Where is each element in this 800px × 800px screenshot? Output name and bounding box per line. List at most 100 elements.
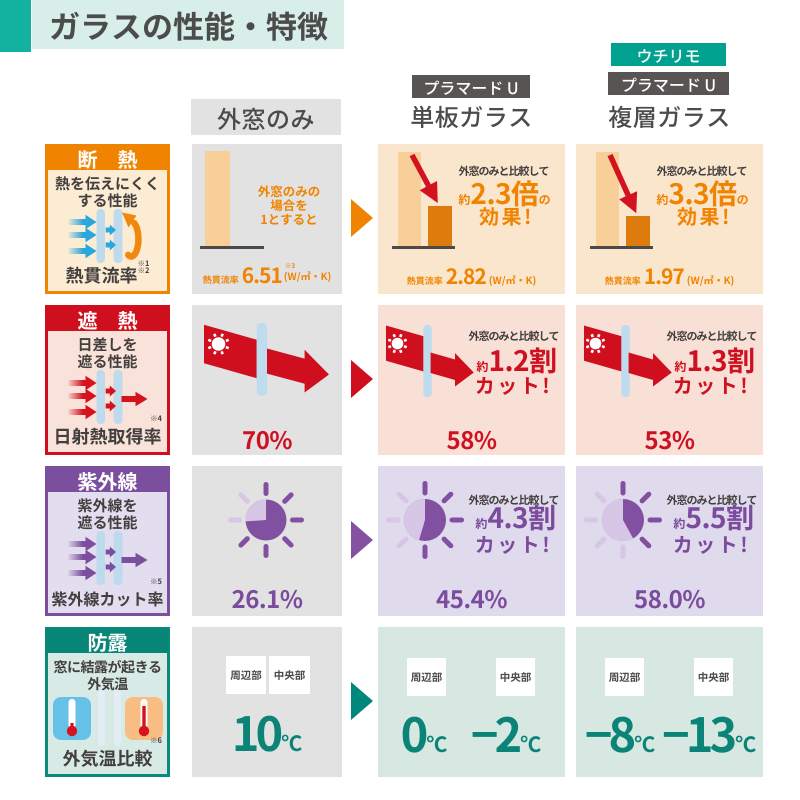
comparison-note: 外窓のみと比較して bbox=[666, 492, 758, 508]
column-header-single-glass: 単板ガラス bbox=[410, 98, 533, 133]
heat-gain-single: 58% bbox=[446, 421, 497, 456]
row-label-heat-shield-title: 遮 熱 bbox=[47, 305, 168, 334]
comparison-note: 外窓のみと比較して bbox=[666, 328, 758, 344]
baseline-bar-icon bbox=[205, 151, 230, 247]
uv-sun-pie-icon bbox=[386, 481, 464, 559]
insulation-icon bbox=[48, 209, 167, 263]
thermometers-icon bbox=[48, 690, 167, 746]
perimeter-box: 周辺部 bbox=[605, 658, 644, 696]
heat-shield-icon bbox=[48, 370, 167, 424]
cut-label: カット! bbox=[474, 370, 553, 399]
perimeter-box: 周辺部 bbox=[226, 656, 266, 694]
uv-icon bbox=[48, 531, 167, 585]
center-box: 中央部 bbox=[694, 658, 733, 696]
cell-heat-double: 外窓のみと比較して 約1.3割 カット! 53% bbox=[576, 305, 763, 455]
row-label-anti-condensation-desc: 窓に結露が起きる bbox=[53, 657, 163, 677]
plamard-u-badge-2: プラマード U bbox=[608, 72, 729, 96]
cut-ratio: 1.3割 bbox=[686, 340, 755, 380]
row-label-anti-condensation: 防露 窓に結露が起きる 外気温 ※6 外気温比較 bbox=[45, 627, 170, 777]
comparison-note: 外窓のみと比較して bbox=[656, 163, 748, 179]
row-label-uv-desc: 紫外線を bbox=[77, 495, 138, 516]
cell-uv-double: 外窓のみと比較して 約5.5割 カット! 58.0% bbox=[576, 466, 763, 616]
center-box: 中央部 bbox=[269, 656, 310, 694]
arrow-right-r2-icon bbox=[351, 360, 373, 398]
decrease-arrow-icon bbox=[607, 153, 638, 214]
temp-single-perimeter: 0 bbox=[400, 697, 429, 766]
cut-ratio: 5.5割 bbox=[685, 497, 754, 537]
comparison-note: 外窓のみと比較して bbox=[458, 163, 550, 179]
uv-cut-double: 58.0% bbox=[634, 580, 705, 615]
uv-cut-baseline: 26.1% bbox=[231, 580, 303, 615]
comparison-note: 外窓のみと比較して bbox=[468, 328, 560, 344]
uv-cut-single: 45.4% bbox=[436, 580, 507, 615]
row-label-insulation-title: 断 熱 bbox=[47, 144, 168, 173]
sunlight-through-glass-icon bbox=[584, 324, 672, 398]
row-label-insulation: 断 熱 熱を伝えにくく する性能 熱貫流率 ※1 ※2 bbox=[45, 144, 170, 294]
improvement-factor: 2.3倍 bbox=[470, 173, 539, 213]
uv-sun-pie-icon bbox=[584, 481, 662, 559]
row-label-heat-shield: 遮 熱 日差しを 遮る性能 ※4 日射熱取得率 bbox=[45, 305, 170, 455]
u-value: 6.51 bbox=[241, 260, 283, 290]
u-value-label: 熱貫流率 bbox=[202, 273, 239, 286]
row-label-uv-title: 紫外線 bbox=[47, 466, 168, 495]
heat-gain-baseline: 70% bbox=[242, 421, 292, 456]
cell-heat-baseline: 70% bbox=[192, 305, 342, 455]
title-bar bbox=[32, 0, 344, 49]
page-title: ガラスの性能・特徴 bbox=[49, 2, 328, 47]
value-note-unit-stack: ※3 (W/㎡・K) bbox=[283, 260, 332, 283]
arrow-right-r1-icon bbox=[351, 199, 373, 237]
improvement-line: 約2.3倍の bbox=[458, 173, 551, 213]
column-header-double-glass: 複層ガラス bbox=[608, 98, 731, 133]
row-label-uv: 紫外線 紫外線を 遮る性能 ※5 紫外線カット率 bbox=[45, 466, 170, 616]
cut-ratio: 4.3割 bbox=[487, 497, 556, 537]
effect-label: 効果! bbox=[677, 201, 732, 230]
improvement-factor: 3.3倍 bbox=[668, 173, 737, 213]
cut-line: 約4.3割 bbox=[475, 497, 556, 537]
cell-uv-baseline: 26.1% bbox=[192, 466, 342, 616]
row-label-heat-shield-metric: 日射熱取得率 bbox=[53, 423, 162, 449]
row-label-uv-metric: 紫外線カット率 bbox=[51, 586, 164, 610]
cell-dew-single: 周辺部 中央部 0℃ −2℃ bbox=[378, 627, 565, 777]
heat-gain-double: 53% bbox=[644, 421, 695, 456]
cut-ratio: 1.2割 bbox=[488, 340, 557, 380]
cell-insulation-double: 外窓のみと比較して 約3.3倍の 効果! 熱貫流率 1.97 (W/㎡・K) bbox=[576, 144, 763, 294]
cut-label: カット! bbox=[672, 370, 751, 399]
improvement-line: 約3.3倍の bbox=[656, 173, 749, 213]
cut-line: 約5.5割 bbox=[673, 497, 754, 537]
uv-sun-pie-icon bbox=[228, 482, 304, 558]
row-label-insulation-desc: 熱を伝えにくく bbox=[54, 173, 160, 194]
cut-line: 約1.3割 bbox=[674, 340, 755, 380]
cell-insulation-baseline: 外窓のみの 場合を 1とすると 熱貫流率 6.51 ※3 (W/㎡・K) bbox=[192, 144, 342, 294]
uchirimo-badge: ウチリモ bbox=[611, 43, 726, 67]
temp-single-center: −2 bbox=[470, 697, 523, 766]
cell-uv-single: 外窓のみと比較して 約4.3割 カット! 45.4% bbox=[378, 466, 565, 616]
title-accent-square bbox=[0, 0, 31, 52]
row-label-anti-condensation-metric: 外気温比較 bbox=[62, 745, 153, 771]
arrow-right-r4-icon bbox=[351, 682, 373, 720]
row-label-anti-condensation-title: 防露 bbox=[47, 627, 168, 656]
sunlight-through-glass-icon bbox=[386, 324, 474, 398]
column-header-baseline: 外窓のみ bbox=[191, 99, 341, 135]
baseline-caption: 外窓のみの bbox=[257, 181, 321, 200]
cut-label: カット! bbox=[672, 529, 751, 558]
cut-label: カット! bbox=[474, 529, 553, 558]
decrease-arrow-icon bbox=[409, 153, 438, 203]
temp-double-perimeter: −8 bbox=[584, 697, 637, 766]
temp-double-center: −13 bbox=[662, 697, 737, 766]
plamard-u-badge: プラマード U bbox=[412, 75, 530, 99]
u-value-single: 2.82 bbox=[445, 261, 487, 291]
comparison-note: 外窓のみと比較して bbox=[468, 492, 560, 508]
cell-insulation-single: 外窓のみと比較して 約2.3倍の 効果! 熱貫流率 2.82 (W/㎡・K) bbox=[378, 144, 565, 294]
row-label-heat-shield-desc: 日差しを bbox=[77, 334, 138, 355]
effect-label: 効果! bbox=[479, 201, 534, 230]
metric-notes: ※1 ※2 bbox=[137, 258, 150, 276]
sunlight-through-glass-icon bbox=[204, 322, 329, 396]
cut-line: 約1.2割 bbox=[476, 340, 557, 380]
u-value-double: 1.97 bbox=[643, 261, 685, 291]
center-box: 中央部 bbox=[496, 658, 535, 696]
row-label-insulation-metric: 熱貫流率 bbox=[65, 262, 138, 288]
arrow-right-r3-icon bbox=[351, 521, 373, 559]
cell-dew-double: 周辺部 中央部 −8℃ −13℃ bbox=[576, 627, 763, 777]
perimeter-box: 周辺部 bbox=[407, 658, 446, 696]
temp-baseline: 10 bbox=[231, 696, 284, 765]
